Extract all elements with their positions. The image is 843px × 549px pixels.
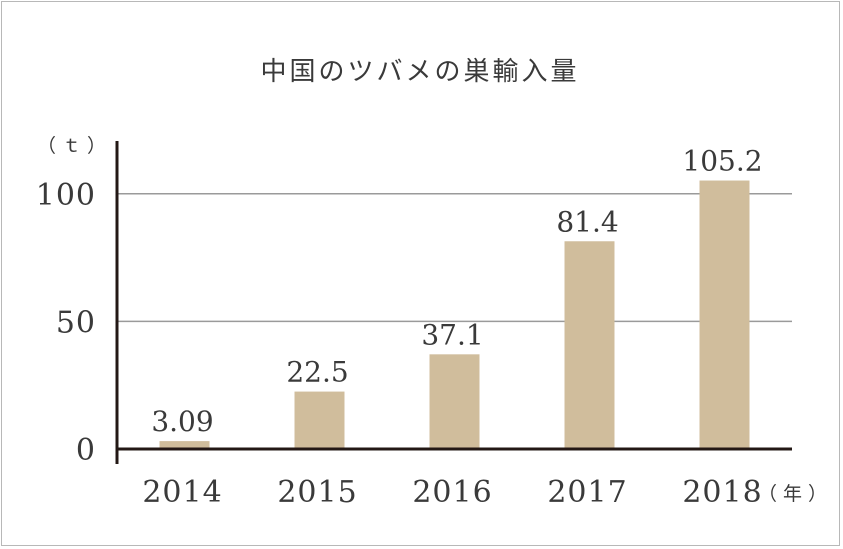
data-label: 3.09: [151, 405, 213, 438]
data-label: 105.2: [682, 145, 762, 178]
data-label: 81.4: [556, 205, 618, 238]
gridlines: [117, 193, 792, 323]
bar: [159, 441, 210, 449]
axes: [115, 141, 792, 464]
data-labels: 3.09 22.5 37.1 81.4 105.2: [151, 145, 762, 439]
x-tick-labels: 2014 2015 2016 2017 2018: [142, 475, 762, 510]
y-tick-label: 50: [56, 305, 96, 340]
x-tick-label: 2017: [547, 475, 627, 510]
bar: [294, 391, 345, 449]
x-tick-label: 2014: [142, 475, 222, 510]
bar: [564, 241, 615, 449]
x-tick-label: 2016: [412, 475, 492, 510]
chart-title: 中国のツバメの巣輸入量: [260, 57, 579, 87]
data-label: 22.5: [286, 356, 348, 389]
bars: [159, 180, 750, 449]
y-tick-label: 100: [36, 178, 96, 213]
y-tick-labels: 0 50 100: [36, 178, 96, 468]
y-tick-label: 0: [76, 433, 96, 468]
x-axis-unit: （年）: [758, 483, 833, 505]
y-axis-unit: （ｔ）: [37, 135, 112, 157]
bar: [699, 180, 750, 449]
data-label: 37.1: [421, 318, 483, 351]
x-tick-label: 2018: [682, 475, 762, 510]
bar: [429, 354, 480, 449]
x-tick-label: 2015: [277, 475, 357, 510]
